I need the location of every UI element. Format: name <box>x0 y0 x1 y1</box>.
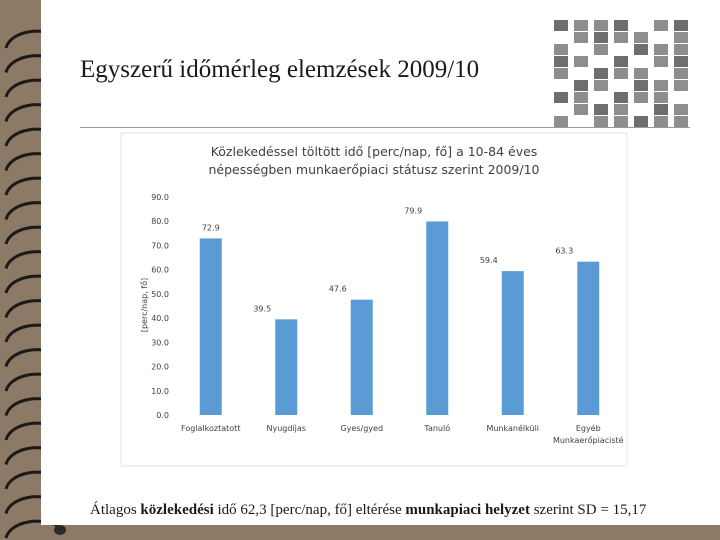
y-axis-label: [perc/nap, fő] <box>140 278 149 332</box>
decorative-square <box>554 56 568 67</box>
x-tick-label: Gyes/gyed <box>340 424 383 433</box>
decorative-square <box>674 116 688 127</box>
decorative-square <box>594 44 608 55</box>
decorative-square <box>594 32 608 43</box>
decorative-square <box>674 44 688 55</box>
decorative-square <box>574 20 588 31</box>
bar-value-label: 39.5 <box>253 304 271 313</box>
chart-title-line1: Közlekedéssel töltött idő [perc/nap, fő]… <box>211 144 538 159</box>
decorative-square <box>614 20 628 31</box>
chart-title-line2: népességben munkaerőpiaci státusz szerin… <box>208 162 539 177</box>
x-tick-label: Munkanélküli <box>486 423 539 433</box>
bar <box>426 221 449 415</box>
footer-text: szerint SD = 15,17 <box>529 502 647 518</box>
bar-value-label: 59.4 <box>480 256 498 265</box>
decorative-square <box>614 116 628 127</box>
decorative-square <box>574 104 588 115</box>
slide-title: Egyszerű időmérleg elemzések 2009/10 <box>80 56 480 83</box>
decorative-square <box>634 80 648 91</box>
bar <box>275 319 298 415</box>
y-tick-label: 70.0 <box>151 241 169 250</box>
decorative-square <box>554 20 568 31</box>
title-divider <box>80 127 690 128</box>
decorative-square <box>554 116 568 127</box>
decorative-square <box>634 44 648 55</box>
decorative-square <box>574 80 588 91</box>
y-tick-label: 80.0 <box>151 217 169 226</box>
decorative-square <box>654 56 668 67</box>
y-tick-label: 50.0 <box>151 290 169 299</box>
decorative-square <box>674 104 688 115</box>
x-tick-label: Egyéb Munkaerőpiacisté <box>553 423 624 445</box>
decorative-square <box>674 68 688 79</box>
footer-text: Átlagos <box>90 502 141 518</box>
decorative-square <box>634 68 648 79</box>
decorative-square <box>614 104 628 115</box>
decorative-square <box>674 32 688 43</box>
decorative-square <box>654 20 668 31</box>
decorative-square <box>594 80 608 91</box>
bar <box>199 238 222 415</box>
decorative-square <box>614 92 628 103</box>
footer-bold-labor: munkapiaci helyzet <box>405 502 530 518</box>
y-tick-label: 30.0 <box>151 338 169 347</box>
decorative-square <box>614 68 628 79</box>
decorative-square <box>634 92 648 103</box>
x-tick-label: Foglalkoztatott <box>181 424 240 433</box>
decorative-square <box>554 44 568 55</box>
decorative-square <box>654 92 668 103</box>
y-tick-label: 90.0 <box>151 193 169 202</box>
y-tick-label: 60.0 <box>151 266 169 275</box>
decorative-square <box>594 68 608 79</box>
decorative-square <box>554 92 568 103</box>
x-tick-label: Nyugdíjas <box>267 424 306 433</box>
decorative-square <box>634 116 648 127</box>
decorative-square <box>574 56 588 67</box>
decorative-square <box>594 104 608 115</box>
decorative-square <box>614 32 628 43</box>
bar <box>577 261 600 415</box>
footer-note: Átlagos közlekedési idő 62,3 [perc/nap, … <box>90 502 646 519</box>
decorative-square <box>654 116 668 127</box>
y-tick-label: 40.0 <box>151 314 169 323</box>
bar-value-label: 79.9 <box>404 206 422 215</box>
decorative-square <box>634 32 648 43</box>
footer-bold-transport: közlekedési <box>140 502 214 518</box>
bar-value-label: 72.9 <box>202 223 220 232</box>
y-tick-label: 0.0 <box>156 411 169 420</box>
decorative-square <box>654 44 668 55</box>
x-tick-label: Tanuló <box>423 423 450 433</box>
decorative-square <box>574 92 588 103</box>
y-tick-label: 10.0 <box>151 387 169 396</box>
decorative-square <box>674 56 688 67</box>
bar <box>350 299 373 415</box>
bar <box>501 271 524 415</box>
decorative-square <box>654 104 668 115</box>
footer-text: idő 62,3 [perc/nap, fő] eltérése <box>213 502 406 518</box>
y-tick-label: 20.0 <box>151 363 169 372</box>
decorative-square <box>594 20 608 31</box>
bar-value-label: 47.6 <box>329 285 347 294</box>
decorative-square <box>674 20 688 31</box>
decorative-square <box>574 32 588 43</box>
decorative-square <box>654 80 668 91</box>
decorative-square <box>674 80 688 91</box>
decorative-square <box>614 56 628 67</box>
decorative-square <box>554 68 568 79</box>
chart-frame <box>120 132 628 467</box>
bar-value-label: 63.3 <box>555 247 573 256</box>
decorative-square <box>594 116 608 127</box>
